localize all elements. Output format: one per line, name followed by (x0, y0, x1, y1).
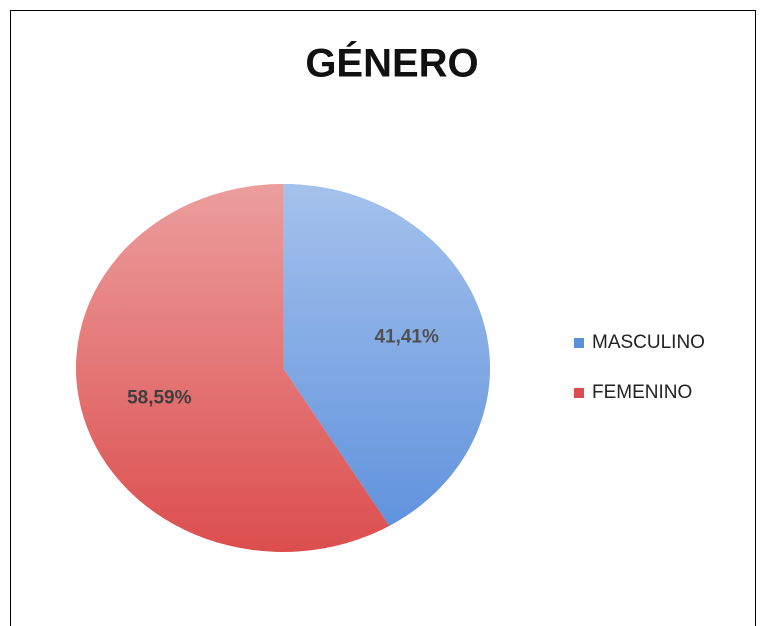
legend-swatch (574, 338, 584, 348)
legend-label: FEMENINO (592, 382, 692, 403)
legend-label: MASCULINO (592, 332, 705, 353)
data-label: 58,59% (127, 387, 192, 408)
chart-title: GÉNERO (305, 41, 478, 86)
legend-swatch (574, 388, 584, 398)
data-label: 41,41% (374, 327, 439, 348)
